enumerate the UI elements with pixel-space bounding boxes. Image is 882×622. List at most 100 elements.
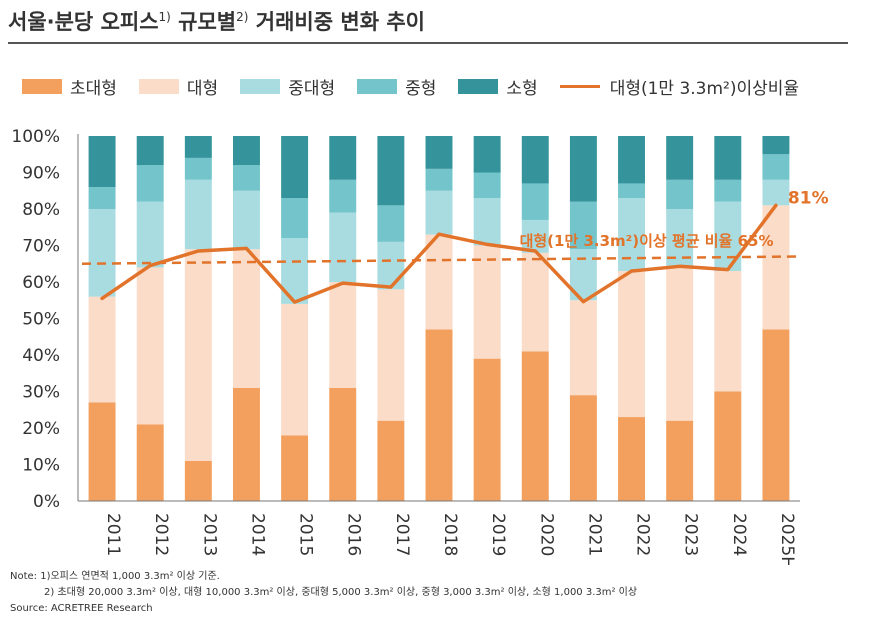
legend-item-midlarge: 중대형: [240, 74, 335, 99]
bar-segment-small: [184, 136, 212, 158]
bar-segment-mid: [762, 154, 790, 180]
bar-segment-small: [329, 136, 357, 180]
y-tick-label: 30%: [22, 383, 60, 403]
bar-segment-xlarge: [281, 435, 309, 501]
source-line: Source: ACRETREE Research: [10, 603, 153, 614]
bar-segment-midlarge: [473, 198, 501, 246]
x-tick-label: 2022: [633, 513, 653, 556]
bar-segment-small: [425, 136, 453, 169]
stacked-bar-chart: 0% 10% 20% 30% 40% 50% 60% 70% 80% 90% 100% 2011 201…: [11, 127, 829, 565]
title-middle: 규모별: [170, 10, 237, 34]
title-main: 서울·분당 오피스: [8, 10, 159, 34]
bar-segment-large: [184, 249, 212, 461]
bar-segment-xlarge: [762, 329, 790, 501]
footnotes: Note: 1)오피스 연면적 1,000 3.3m² 이상 기준. 2) 초대…: [10, 569, 637, 617]
bar-segment-large: [136, 267, 164, 425]
legend-swatch-small: [458, 79, 499, 94]
bar-segment-xlarge: [136, 424, 164, 501]
bar-segment-mid: [714, 179, 742, 202]
bar-segment-large: [618, 271, 646, 418]
bar-segment-mid: [666, 179, 694, 209]
bar-segment-midlarge: [232, 190, 260, 250]
y-tick-label: 10%: [22, 456, 60, 476]
bar-segment-mid: [88, 187, 116, 209]
bar-segment-mid: [281, 198, 309, 239]
bar-segment-large: [473, 245, 501, 359]
y-tick-label: 70%: [22, 237, 60, 257]
y-tick-label: 50%: [22, 310, 60, 330]
note-line-1: Note: 1)오피스 연면적 1,000 3.3m² 이상 기준.: [10, 571, 220, 582]
legend-item-xlarge: 초대형: [22, 74, 117, 99]
title-footnote-1: 1): [158, 10, 171, 24]
bar-segment-midlarge: [136, 201, 164, 268]
title-rest: 거래비중 변화 추이: [248, 10, 425, 34]
y-tick-label: 80%: [22, 200, 60, 220]
bar-segment-large: [281, 303, 309, 436]
x-tick-label: 2013: [199, 513, 219, 556]
bar-segment-mid: [232, 165, 260, 191]
bar-segment-small: [569, 136, 597, 202]
bar-segment-midlarge: [329, 212, 357, 282]
bar-segment-midlarge: [425, 190, 453, 235]
chart-title: 서울·분당 오피스1) 규모별2) 거래비중 변화 추이: [8, 6, 425, 36]
legend-label-small: 소형: [506, 79, 538, 99]
bar-segment-large: [714, 271, 742, 392]
x-tick-label: 2015: [296, 513, 316, 556]
x-tick-label: 2019: [488, 513, 508, 556]
bar-segment-xlarge: [666, 420, 694, 501]
legend-label-mid: 중형: [405, 79, 437, 99]
legend-item-mid: 중형: [357, 74, 436, 99]
x-tick-label: 2016: [344, 513, 364, 556]
bar-segment-mid: [425, 168, 453, 191]
bar-segment-small: [232, 136, 260, 166]
bar-segment-mid: [136, 165, 164, 202]
legend-item-line: 대형(1만 3.3m²)이상비율: [559, 74, 800, 99]
legend-swatch-xlarge: [22, 79, 62, 94]
bar-segment-large: [666, 267, 694, 421]
bar-segment-small: [714, 136, 742, 180]
bar-segment-mid: [521, 183, 549, 220]
legend-label-midlarge: 중대형: [288, 79, 336, 99]
y-tick-label: 40%: [22, 346, 60, 366]
legend-item-large: 대형: [138, 74, 218, 99]
x-tick-label: 2017: [392, 513, 412, 556]
x-tick-label: 2023: [681, 513, 701, 556]
bar-segment-small: [618, 136, 646, 184]
bar-segment-small: [666, 136, 694, 180]
bar-segment-mid: [569, 201, 597, 250]
bar-segment-mid: [473, 172, 501, 199]
legend-label-line: 대형(1만 3.3m²)이상비율: [609, 79, 800, 99]
average-label: 대형(1만 3.3m²)이상 평균 비율 65%: [520, 232, 774, 250]
bar-segment-small: [762, 136, 790, 155]
end-value-label: 81%: [788, 188, 829, 208]
bar-segment-small: [521, 136, 549, 184]
bar-segment-large: [521, 252, 549, 352]
bar-segment-large: [425, 234, 453, 330]
bar-segment-small: [281, 136, 309, 199]
bar-segment-xlarge: [569, 395, 597, 501]
bar-segment-large: [232, 249, 260, 388]
legend-swatch-midlarge: [240, 79, 281, 94]
bar-segment-xlarge: [88, 402, 116, 501]
y-tick-label: 100%: [11, 127, 60, 147]
y-tick-label: 20%: [22, 419, 60, 439]
ratio-line: [100, 203, 778, 304]
title-divider: [8, 42, 848, 44]
title-footnote-2: 2): [236, 10, 249, 24]
bar-segment-large: [569, 300, 597, 396]
bar-segment-large: [762, 205, 790, 330]
x-tick-label: 2014: [247, 513, 267, 556]
bar-segment-mid: [184, 157, 212, 180]
bar-segment-small: [377, 136, 405, 206]
bar-segment-large: [377, 289, 405, 421]
x-tick-label: 2025H: [777, 513, 797, 565]
bar-segment-midlarge: [184, 179, 212, 250]
legend-swatch-line: [559, 85, 600, 88]
legend: 초대형 대형 중대형 중형 소형 대형(1만 3.3m²)이상비율: [22, 74, 799, 99]
legend-label-xlarge: 초대형: [70, 79, 117, 99]
x-tick-label: 2024: [729, 513, 749, 556]
bar-segment-large: [329, 282, 357, 388]
bar-segment-xlarge: [425, 329, 453, 501]
x-tick-label: 2020: [536, 513, 556, 556]
note-line-2: 2) 초대형 20,000 3.3m² 이상, 대형 10,000 3.3m² …: [44, 587, 638, 598]
